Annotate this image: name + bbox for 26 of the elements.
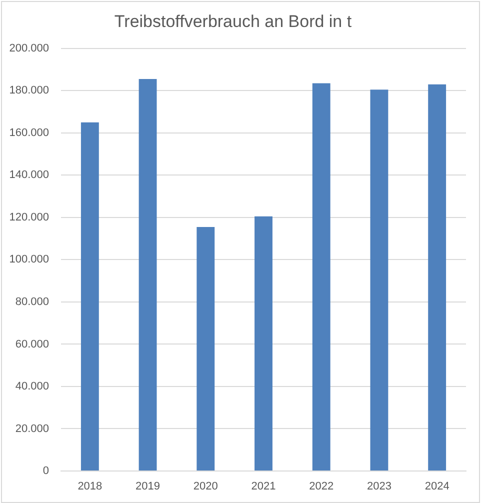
y-tick-label: 160.000 xyxy=(9,126,49,139)
x-tick-label: 2023 xyxy=(366,480,392,493)
bar xyxy=(138,79,157,470)
y-tick-label: 0 xyxy=(42,465,49,478)
y-tick-label: 100.000 xyxy=(9,254,49,266)
bar xyxy=(370,90,388,470)
y-tick-label: 80.000 xyxy=(15,296,49,308)
chart-title: Treibstoffverbrauch an Bord in t xyxy=(114,12,352,31)
x-tick-label: 2024 xyxy=(424,480,450,493)
y-tick-label: 180.000 xyxy=(9,84,49,97)
y-tick-label: 200.000 xyxy=(9,42,49,54)
bar xyxy=(80,122,99,470)
x-tick-label: 2021 xyxy=(251,480,276,493)
x-tick-label: 2020 xyxy=(193,480,218,493)
y-tick-label: 140.000 xyxy=(9,169,49,182)
y-tick-label: 120.000 xyxy=(9,211,49,224)
x-tick-label: 2022 xyxy=(309,480,334,493)
bar xyxy=(196,226,215,470)
x-tick-label: 2019 xyxy=(136,480,160,493)
y-tick-label: 20.000 xyxy=(15,422,49,435)
bar xyxy=(312,83,330,470)
x-tick-label: 2018 xyxy=(78,480,102,493)
bar xyxy=(428,84,446,470)
bar xyxy=(254,216,272,470)
y-tick-label: 60.000 xyxy=(15,338,49,350)
y-tick-label: 40.000 xyxy=(15,380,49,393)
